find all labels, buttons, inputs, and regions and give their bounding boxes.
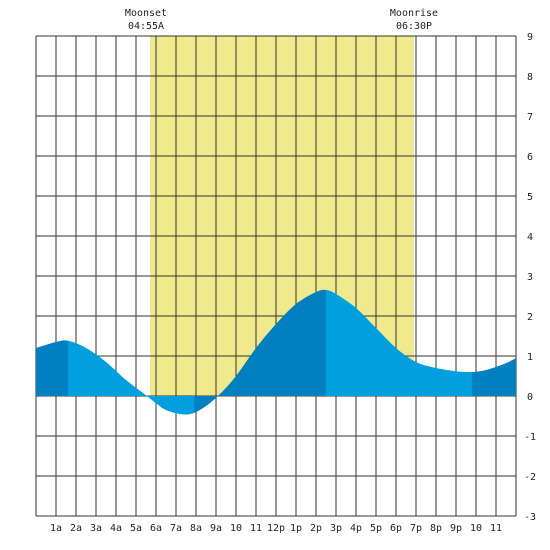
y-tick-label: 4	[527, 232, 533, 243]
x-tick-label: 10	[230, 523, 242, 534]
x-tick-label: 10	[470, 523, 482, 534]
y-tick-label: 9	[527, 32, 533, 43]
x-tick-label: 4a	[110, 523, 122, 534]
x-tick-label: 8p	[430, 523, 442, 534]
annotation-label: Moonset	[125, 8, 167, 19]
y-tick-label: 1	[527, 352, 533, 363]
x-tick-label: 12p	[267, 523, 285, 534]
y-tick-label: 7	[527, 112, 533, 123]
x-tick-label: 6p	[390, 523, 402, 534]
y-tick-label: -1	[524, 432, 536, 443]
annotation-label: Moonrise	[390, 8, 438, 19]
y-tick-label: -3	[524, 512, 536, 523]
y-tick-label: 2	[527, 312, 533, 323]
annotation-time: 06:30P	[396, 21, 432, 32]
y-tick-label: 8	[527, 72, 533, 83]
x-tick-label: 9a	[210, 523, 222, 534]
x-tick-label: 7a	[170, 523, 182, 534]
x-tick-label: 2p	[310, 523, 322, 534]
x-tick-label: 4p	[350, 523, 362, 534]
x-tick-label: 3p	[330, 523, 342, 534]
x-tick-label: 11	[250, 523, 262, 534]
x-tick-label: 7p	[410, 523, 422, 534]
moon-annotations: Moonset 04:55A Moonrise 06:30P	[125, 8, 438, 32]
x-tick-label: 2a	[70, 523, 82, 534]
x-tick-label: 1p	[290, 523, 302, 534]
x-tick-label: 5a	[130, 523, 142, 534]
y-axis-ticks: 9 8 7 6 5 4 3 2 1 0 -1 -2 -3	[524, 32, 536, 523]
y-tick-label: 0	[527, 392, 533, 403]
y-tick-label: 5	[527, 192, 533, 203]
grid	[35, 35, 517, 517]
x-axis-ticks: 1a 2a 3a 4a 5a 6a 7a 8a 9a 10 11 12p 1p 2p 3p 4p 5p 6p 7p 8…	[50, 523, 502, 534]
x-tick-label: 11	[490, 523, 502, 534]
x-tick-label: 3a	[90, 523, 102, 534]
y-tick-label: 6	[527, 152, 533, 163]
annotation-time: 04:55A	[128, 21, 164, 32]
y-tick-label: 3	[527, 272, 533, 283]
x-tick-label: 5p	[370, 523, 382, 534]
x-tick-label: 9p	[450, 523, 462, 534]
y-tick-label: -2	[524, 472, 536, 483]
x-tick-label: 8a	[190, 523, 202, 534]
x-tick-label: 1a	[50, 523, 62, 534]
x-tick-label: 6a	[150, 523, 162, 534]
